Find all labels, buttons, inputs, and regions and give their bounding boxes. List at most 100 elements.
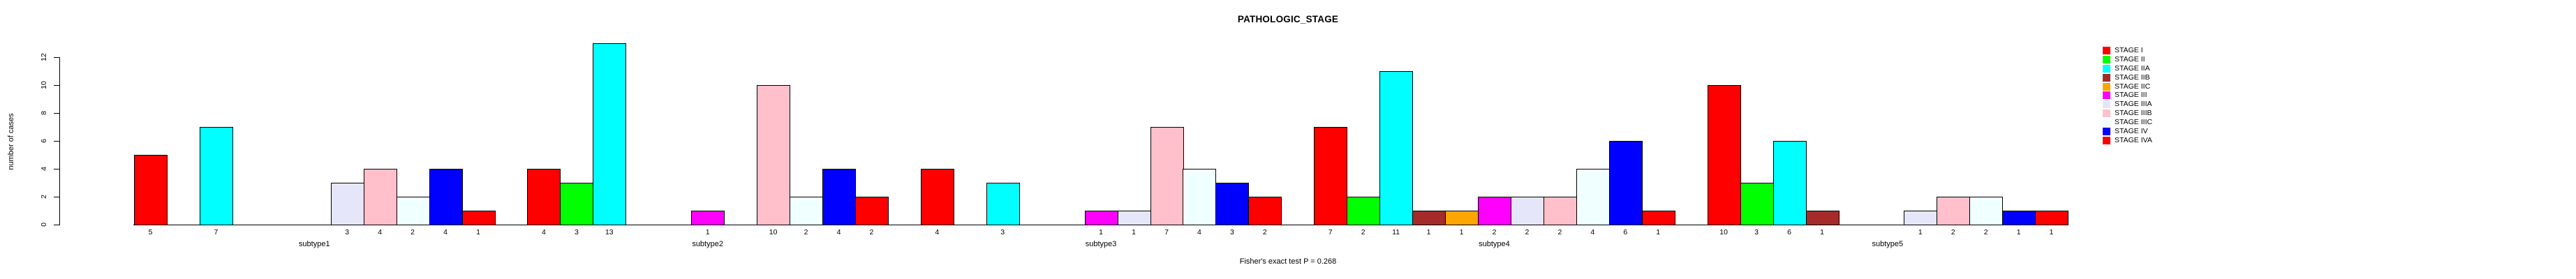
legend-label: STAGE IIC [2115, 82, 2151, 91]
y-axis-tick-label: 10 [40, 81, 48, 89]
legend-label: STAGE IIB [2115, 73, 2150, 82]
bar [1772, 141, 1807, 225]
legend-label: STAGE IIIC [2115, 118, 2153, 127]
bar-value-label: 4 [1590, 228, 1595, 236]
legend-swatch [2103, 82, 2110, 91]
legend-label: STAGE IIIA [2115, 100, 2152, 109]
bar-value-label: 2 [869, 228, 874, 236]
bar-value-label: 3 [1229, 228, 1234, 236]
legend-label: STAGE II [2115, 54, 2145, 63]
bar-value-label: 2 [1525, 228, 1530, 236]
bar-value-label: 11 [1392, 228, 1400, 236]
chart-title: PATHOLOGIC_STAGE [1237, 14, 1339, 24]
group-label: subtype1 [298, 240, 330, 248]
y-axis-tick-label: 4 [40, 167, 48, 171]
bar [1379, 71, 1414, 225]
bar-value-label: 2 [1983, 228, 1988, 236]
legend-swatch [2103, 73, 2110, 82]
legend-item: STAGE IIIC [2103, 118, 2152, 127]
bar-value-label: 7 [1328, 228, 1333, 236]
bar [560, 183, 594, 225]
bar [1576, 169, 1610, 225]
bar [429, 169, 463, 225]
bar [134, 155, 168, 225]
legend-swatch [2103, 55, 2110, 63]
group-label: subtype4 [1479, 240, 1510, 248]
legend-label: STAGE IVA [2115, 135, 2152, 144]
legend-item: STAGE I [2103, 46, 2152, 55]
bar-value-label: 1 [2016, 228, 2021, 236]
bar-value-label: 1 [1918, 228, 1923, 236]
legend-item: STAGE IVA [2103, 136, 2152, 145]
bar [593, 43, 627, 225]
bar-value-label: 7 [1164, 228, 1169, 236]
bar-value-label: 4 [541, 228, 546, 236]
y-axis-tick-label: 8 [40, 111, 48, 115]
legend: STAGE I STAGE II STAGE IIA STAGE IIB STAGE I… [2103, 46, 2152, 145]
legend-label: STAGE III [2115, 91, 2147, 100]
y-axis-line [59, 57, 60, 225]
bar [1904, 211, 1938, 225]
y-axis-tick-label: 2 [40, 195, 48, 199]
bar [854, 197, 889, 225]
bar [1969, 197, 2004, 225]
bar-value-label: 1 [2049, 228, 2054, 236]
bar-value-label: 3 [1754, 228, 1759, 236]
bar-value-label: 6 [1787, 228, 1791, 236]
legend-item: STAGE IIB [2103, 73, 2152, 82]
legend-item: STAGE II [2103, 55, 2152, 64]
bar [1510, 197, 1544, 225]
legend-item: STAGE III [2103, 91, 2152, 100]
bar-value-label: 1 [1459, 228, 1464, 236]
y-axis-tick [54, 85, 59, 86]
group-label: subtype5 [1872, 240, 1904, 248]
y-axis-tick [54, 57, 59, 58]
bar [1347, 197, 1381, 225]
bar [1314, 127, 1348, 225]
bar [363, 169, 397, 225]
legend-swatch [2103, 91, 2110, 100]
bar [691, 211, 725, 225]
bar [920, 169, 954, 225]
bar [1937, 197, 1971, 225]
bar-value-label: 2 [1262, 228, 1267, 236]
group-label: subtype3 [1085, 240, 1117, 248]
legend-label: STAGE I [2115, 45, 2143, 54]
bar [527, 169, 561, 225]
legend-item: STAGE IIIB [2103, 109, 2152, 118]
bar-value-label: 2 [410, 228, 415, 236]
bar [1084, 211, 1118, 225]
legend-swatch [2103, 100, 2110, 109]
legend-label: STAGE IIA [2115, 63, 2150, 73]
bar-value-label: 7 [214, 228, 219, 236]
bar [1707, 85, 1741, 225]
legend-swatch [2103, 46, 2110, 54]
legend-swatch [2103, 127, 2110, 135]
y-axis-tick-label: 6 [40, 139, 48, 143]
bar-value-label: 1 [705, 228, 710, 236]
bar-value-label: 2 [1950, 228, 1955, 236]
legend-swatch [2103, 136, 2110, 144]
legend-swatch [2103, 64, 2110, 73]
y-axis-label: number of cases [7, 113, 15, 170]
bar-value-label: 4 [935, 228, 940, 236]
bar [461, 211, 496, 225]
legend-label: STAGE IV [2115, 126, 2148, 135]
bar [822, 169, 856, 225]
bar-value-label: 1 [1099, 228, 1104, 236]
fisher-test-annotation: Fisher's exact test P = 0.268 [1239, 257, 1337, 266]
bar [790, 197, 823, 225]
bar [2002, 211, 2036, 225]
y-axis-tick [54, 141, 59, 142]
bar-value-label: 1 [1132, 228, 1136, 236]
bar-value-label: 2 [1361, 228, 1365, 236]
bar [1478, 197, 1511, 225]
bar [2035, 211, 2069, 225]
bar [1740, 183, 1774, 225]
bar [396, 197, 430, 225]
bar-value-label: 13 [605, 228, 614, 236]
bar-value-label: 6 [1623, 228, 1628, 236]
bar-value-label: 5 [148, 228, 153, 236]
bar-value-label: 3 [345, 228, 350, 236]
